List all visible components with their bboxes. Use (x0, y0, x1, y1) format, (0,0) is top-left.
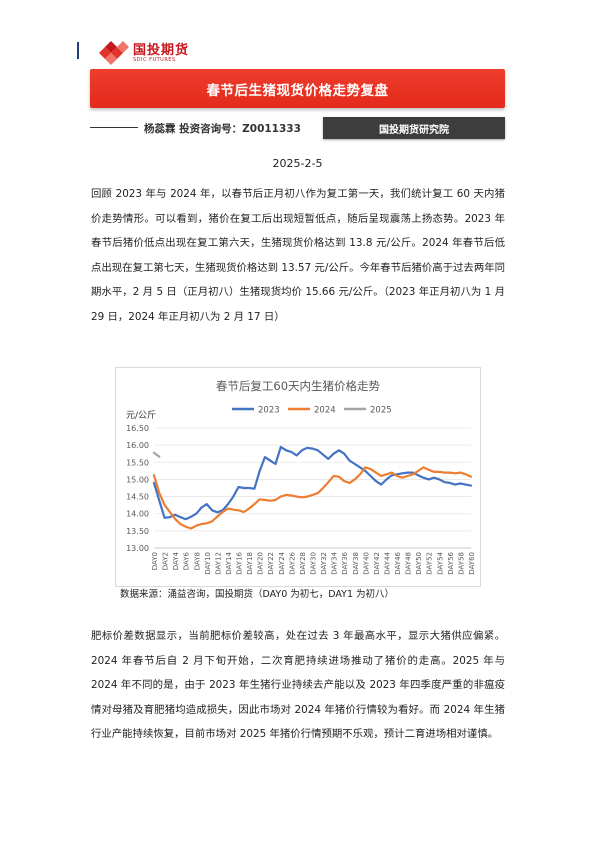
body-paragraph-2: 肥标价差数据显示，当前肥标价差较高，处在过去 3 年最高水平，显示大猪供应偏紧。… (91, 630, 505, 741)
report-title-banner: 春节后生猪现货价格走势复盘 (90, 69, 505, 108)
y-tick-label: 14.00 (126, 510, 149, 519)
author-divider (90, 127, 138, 129)
author-row: 杨蕊霖 投资咨询号：Z0011333 国投期货研究院 (90, 117, 505, 139)
x-tick-label: DAY8 (193, 552, 201, 570)
x-tick-label: DAY42 (373, 552, 381, 575)
y-tick-label: 13.00 (126, 544, 149, 553)
logo-english-name: SDIC FUTURES (133, 56, 176, 63)
x-tick-label: DAY14 (225, 551, 233, 574)
institute-badge: 国投期货研究院 (323, 117, 505, 139)
x-tick-label: DAY60 (468, 552, 476, 575)
x-tick-label: DAY26 (288, 551, 296, 574)
x-tick-label: DAY52 (426, 552, 434, 575)
logo-chinese-name: 国投期货 (133, 42, 190, 58)
report-title: 春节后生猪现货价格走势复盘 (206, 82, 389, 99)
y-tick-label: 15.00 (126, 475, 149, 484)
x-tick-label: DAY20 (257, 552, 265, 575)
x-tick-label: DAY46 (394, 551, 402, 574)
x-tick-label: DAY44 (383, 551, 391, 574)
legend-label-2023: 2023 (258, 406, 280, 416)
body-paragraph-1: 回顾 2023 年与 2024 年，以春节后正月初八作为复工第一天，我们统计复工… (91, 188, 505, 323)
y-tick-label: 13.50 (126, 527, 149, 536)
header-accent-bar (77, 42, 79, 59)
chart-title: 春节后复工60天内生猪价格走势 (216, 379, 381, 393)
y-axis-label: 元/公斤 (126, 410, 156, 421)
chart-canvas: 春节后复工60天内生猪价格走势 2023 2024 2025 元/公斤 16.50 16.0… (126, 379, 476, 575)
x-tick-label: DAY16 (236, 551, 244, 574)
x-tick-label: DAY40 (362, 552, 370, 575)
institute-name: 国投期货研究院 (379, 124, 449, 136)
x-tick-label: DAY32 (320, 552, 328, 575)
y-tick-label: 15.50 (126, 458, 149, 467)
x-tick-label: DAY12 (214, 552, 222, 575)
legend-label-2024: 2024 (314, 406, 336, 416)
x-tick-label: DAY0 (151, 552, 159, 570)
report-date: 2025-2-5 (272, 157, 323, 170)
x-tick-label: DAY10 (204, 552, 212, 575)
author-info: 杨蕊霖 投资咨询号：Z0011333 (144, 123, 301, 135)
x-tick-label: DAY38 (352, 552, 360, 575)
x-tick-label: DAY30 (310, 552, 318, 575)
x-tick-label: DAY24 (278, 551, 286, 574)
price-trend-chart: 春节后复工60天内生猪价格走势 2023 2024 2025 元/公斤 16.50 16.0… (115, 367, 481, 587)
y-tick-label: 16.00 (126, 441, 149, 450)
x-tick-label: DAY28 (299, 552, 307, 575)
x-tick-label: DAY58 (457, 552, 465, 575)
x-tick-label: DAY2 (162, 552, 170, 570)
x-tick-label: DAY56 (447, 551, 455, 574)
x-tick-label: DAY4 (172, 551, 180, 570)
x-tick-label: DAY54 (436, 551, 444, 574)
x-tick-label: DAY6 (183, 551, 191, 570)
y-tick-label: 14.50 (126, 493, 149, 502)
chart-source-note: 数据来源：涌益咨询，国投期货（DAY0 为初七，DAY1 为初八） (120, 589, 395, 600)
x-tick-label: DAY50 (415, 552, 423, 575)
series-line-2025 (152, 451, 161, 458)
series-line-2024 (152, 466, 473, 530)
legend-label-2025: 2025 (370, 406, 392, 416)
x-tick-label: DAY36 (341, 551, 349, 574)
x-tick-label: DAY34 (331, 551, 339, 574)
logo-emblem-icon (99, 41, 129, 65)
x-tick-label: DAY48 (405, 552, 413, 575)
sdic-logo: 国投期货 SDIC FUTURES (99, 41, 189, 65)
y-tick-label: 16.50 (126, 424, 149, 433)
x-tick-label: DAY18 (246, 552, 254, 575)
series-line-2023 (152, 445, 473, 521)
x-tick-label: DAY22 (267, 552, 275, 575)
